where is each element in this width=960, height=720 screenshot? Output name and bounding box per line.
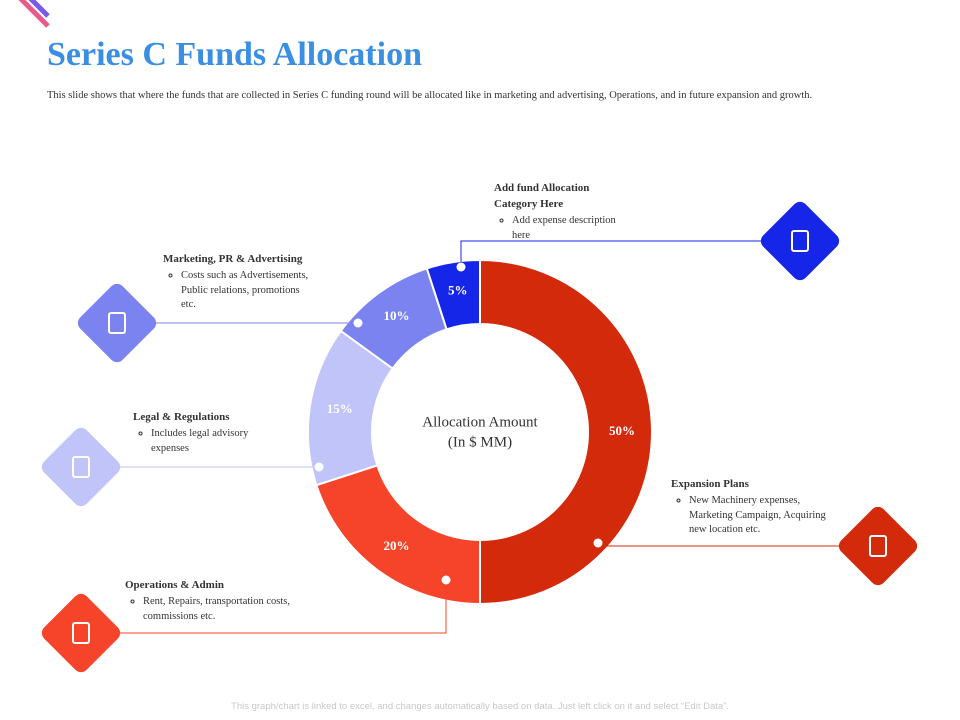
title: Series C Funds Allocation [47, 36, 422, 73]
callout-description: Includes legal advisory expenses [151, 427, 253, 456]
value-label: 20% [384, 538, 410, 553]
icon-diamond [41, 427, 121, 507]
icon-diamond [41, 593, 121, 673]
icon-diamond [77, 283, 157, 363]
callout-description: Rent, Repairs, transportation costs, com… [143, 595, 325, 624]
donut-segment [479, 258, 653, 606]
icon-glyph [791, 230, 809, 252]
callout-description: Costs such as Advertisements, Public rel… [181, 269, 313, 313]
icon-glyph [108, 312, 126, 334]
callout: Legal & Regulations Includes legal adviso… [133, 409, 253, 456]
icon-diamond [760, 201, 840, 281]
callout-list: Costs such as Advertisements, Public rel… [163, 269, 313, 313]
center-label: Allocation Amount [422, 414, 538, 430]
callout-description: Add expense description here [512, 214, 629, 243]
callout-title: Legal & Regulations [133, 411, 230, 423]
callout-title: Add fund Allocation Category Here [494, 182, 590, 210]
value-label: 10% [384, 308, 410, 323]
decor-stripe [28, 0, 50, 18]
subtitle: This slide shows that where the funds th… [47, 90, 813, 101]
callout-list: Includes legal advisory expenses [133, 427, 253, 456]
value-label: 15% [327, 401, 353, 416]
value-label: 50% [609, 423, 635, 438]
icon-glyph [869, 535, 887, 557]
connector-dot [456, 262, 466, 272]
connector [597, 543, 840, 547]
connector-dot [593, 538, 603, 548]
connector-dot [314, 462, 324, 472]
donut-segment [425, 258, 481, 331]
callout-list: Add expense description here [494, 214, 629, 243]
decor-stripe [18, 0, 50, 28]
callout-title: Marketing, PR & Advertising [163, 253, 303, 265]
icon-diamond [838, 506, 918, 586]
callout: Expansion Plans New Machinery expenses, M… [671, 476, 831, 538]
callout-title: Operations & Admin [125, 579, 225, 591]
footer: This graph/chart is linked to excel, and… [231, 701, 729, 712]
connector [460, 240, 770, 267]
callout-list: Rent, Repairs, transportation costs, com… [125, 595, 325, 624]
callout-title: Expansion Plans [671, 478, 749, 490]
callout-description: New Machinery expenses, Marketing Campai… [689, 494, 831, 538]
connector-dot [353, 318, 363, 328]
callout-list: New Machinery expenses, Marketing Campai… [671, 494, 831, 538]
callout: Marketing, PR & Advertising Costs such as… [163, 251, 313, 313]
callout: Add fund Allocation Category Here Add exp… [494, 180, 629, 243]
value-label: 5% [448, 283, 468, 298]
connector-dot [441, 575, 451, 585]
callout: Operations & Admin Rent, Repairs, transpo… [125, 577, 325, 624]
inner-ring [375, 327, 585, 537]
connector [115, 580, 447, 634]
icon-glyph [72, 456, 90, 478]
center-label: (In $ MM) [448, 434, 512, 450]
icon-glyph [72, 622, 90, 644]
